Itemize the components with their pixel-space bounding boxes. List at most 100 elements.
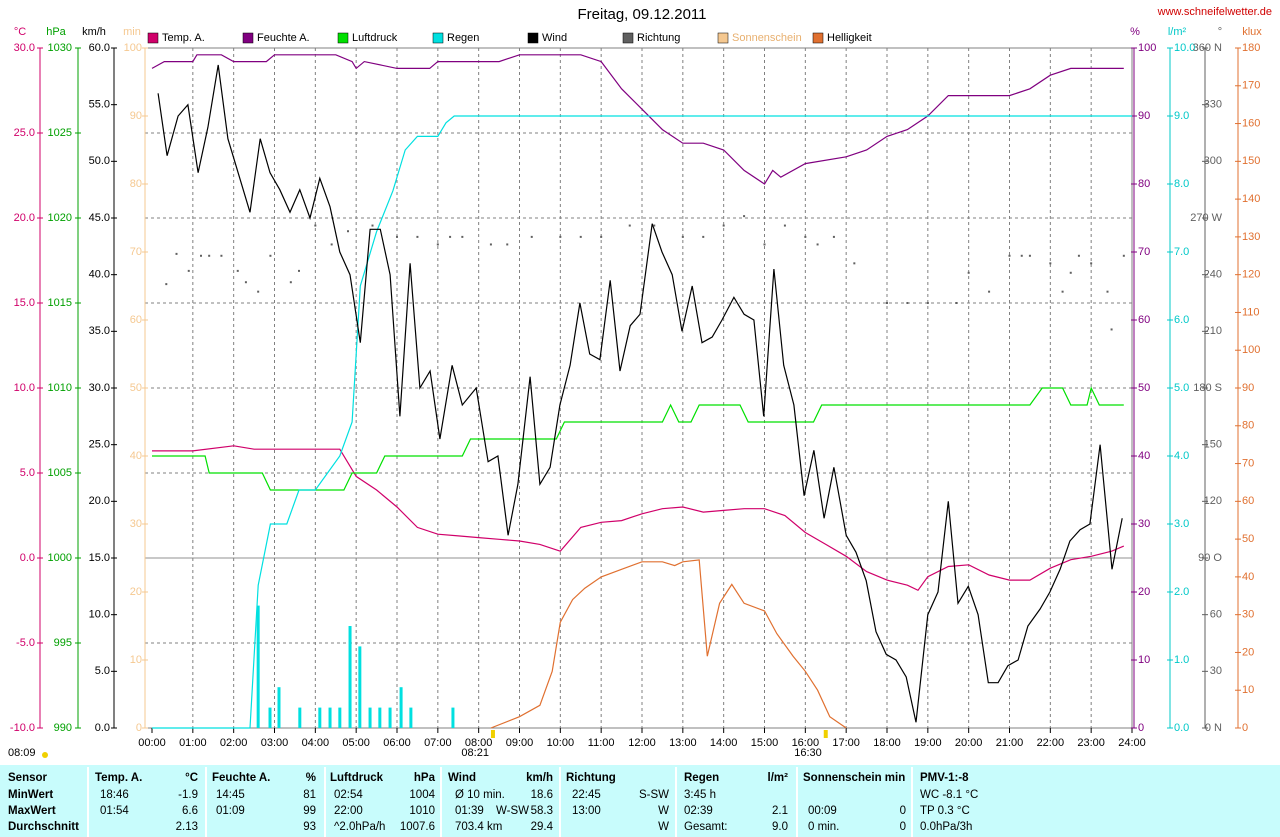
legend-label: Sonnenschein	[732, 32, 802, 44]
direction-dot	[396, 235, 398, 238]
sun-icon	[42, 752, 48, 758]
direction-dot	[330, 243, 333, 246]
series-line	[152, 445, 1125, 592]
table-background	[0, 765, 1280, 837]
direction-dot	[200, 254, 202, 257]
direction-dot	[967, 271, 970, 274]
direction-dot	[489, 243, 492, 246]
y-tick-label: 1020	[48, 212, 72, 224]
legend-swatch	[812, 32, 824, 44]
table-cell: 02:39	[684, 805, 713, 817]
y-tick-label: 0.0	[20, 552, 35, 564]
y-tick-label: 110	[1242, 306, 1260, 318]
table-cell: 81	[303, 789, 316, 801]
y-tick-label: 0 N	[1205, 722, 1222, 734]
direction-dot	[269, 254, 272, 257]
direction-dot	[955, 302, 958, 304]
y-tick-label: 10.0	[1174, 42, 1195, 54]
direction-dot	[257, 290, 260, 293]
table-header: Luftdruck	[330, 772, 384, 784]
y-tick-label: 0	[1138, 722, 1144, 734]
direction-dot	[681, 235, 684, 238]
x-tick-label: 10:00	[547, 737, 575, 749]
series-line	[152, 115, 1132, 729]
x-tick-label: 02:00	[220, 737, 248, 749]
rain-bar	[358, 646, 362, 728]
x-tick-label: 03:00	[261, 737, 289, 749]
table-cell: 1010	[409, 805, 435, 817]
y-tick-label: 60	[130, 314, 142, 326]
series-line	[152, 386, 1124, 491]
y-tick-label: 10.0	[14, 382, 35, 394]
direction-dot	[187, 269, 190, 272]
table-cell: 6.6	[182, 805, 198, 817]
direction-dot	[763, 243, 766, 246]
table-cell: 13:00	[572, 805, 601, 817]
x-tick-label: 07:00	[424, 737, 452, 749]
x-tick-label: 12:00	[628, 737, 656, 749]
source: www.schneifelwetter.de	[1157, 6, 1272, 18]
x-tick-label: 06:00	[383, 737, 411, 749]
x-tick-label: 05:00	[342, 737, 370, 749]
table-cell: W-SW	[496, 805, 529, 817]
y-tick-label: 25.0	[14, 127, 35, 139]
legend-label: Richtung	[637, 32, 680, 44]
table-header: hPa	[414, 772, 436, 784]
legend-label: Feuchte A.	[257, 32, 310, 44]
table-cell: 0.0hPa/3h	[920, 821, 972, 833]
y-tick-label: -10.0	[10, 722, 35, 734]
table-header: Regen	[684, 772, 719, 784]
rain-bar	[256, 605, 260, 728]
y-tick-label: 8.0	[1174, 178, 1189, 190]
y-tick-label: 180 S	[1193, 382, 1222, 394]
y-tick-label: 5.0	[20, 467, 35, 479]
y-tick-label: 140	[1242, 193, 1260, 205]
axis-unit: °	[1218, 26, 1222, 38]
direction-dot	[506, 243, 509, 246]
direction-dot	[926, 302, 929, 304]
summary-table: Sensor Temp. A. °C Feuchte A.% Luftdruck hPa W…	[8, 767, 978, 837]
y-tick-label: 35.0	[89, 325, 110, 337]
direction-dot	[165, 283, 168, 286]
y-tick-label: 90 O	[1198, 552, 1222, 564]
y-tick-label: 20	[1242, 646, 1254, 658]
y-tick-label: 25.0	[89, 439, 110, 451]
table-header: Feuchte A.	[212, 772, 270, 784]
x-tick-label: 08:00	[465, 737, 493, 749]
y-tick-label: 5.0	[95, 665, 110, 677]
sun-marker	[823, 730, 828, 738]
table-cell: 00:09	[808, 805, 837, 817]
y-tick-label: 210	[1204, 325, 1222, 337]
y-tick-label: 30	[1138, 518, 1150, 530]
table-cell: 1004	[409, 789, 435, 801]
y-tick-label: 995	[54, 637, 72, 649]
direction-dot	[1122, 254, 1125, 257]
x-tick-label: 01:00	[179, 737, 207, 749]
legend-swatch	[527, 32, 539, 44]
y-tick-label: 990	[54, 722, 72, 734]
y-tick-label: 70	[1138, 246, 1150, 258]
direction-dot	[1049, 262, 1052, 265]
table-cell: 3:45 h	[684, 789, 716, 801]
legend-swatch	[147, 32, 159, 44]
table-cell: 01:54	[100, 805, 129, 817]
direction-dot	[289, 281, 292, 284]
y-tick-label: 90	[1138, 110, 1150, 122]
table-cell: 18:46	[100, 789, 129, 801]
y-tick-label: 55.0	[89, 99, 110, 111]
direction-dot	[298, 269, 300, 272]
direction-dot	[653, 224, 656, 227]
x-tick-label: 09:00	[506, 737, 534, 749]
y-tick-label: 300	[1204, 155, 1222, 167]
row-label: MaxWert	[8, 805, 56, 817]
y-tick-label: 10	[1138, 654, 1150, 666]
table-header: Richtung	[566, 772, 616, 784]
table-cell: 93	[303, 821, 316, 833]
direction-dot	[600, 235, 603, 238]
row-label: Durchschnitt	[8, 821, 79, 833]
y-tick-label: 170	[1242, 80, 1260, 92]
direction-dot	[371, 224, 374, 227]
rain-bar	[348, 626, 352, 728]
direction-dot	[416, 235, 419, 238]
